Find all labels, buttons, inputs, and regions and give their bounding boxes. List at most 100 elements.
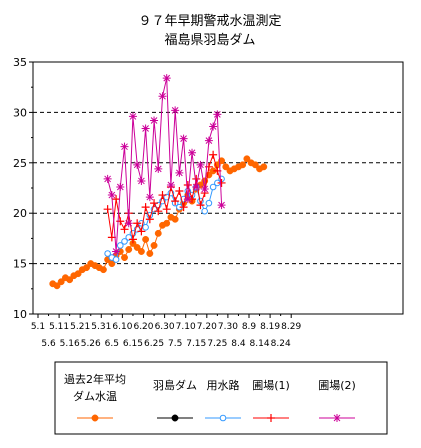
- x-tick-label: 8.4: [231, 339, 246, 349]
- x-tick-label: 5.1: [31, 322, 45, 332]
- x-tick-label: 5.11: [49, 322, 69, 332]
- x-tick-label: 7.30: [218, 322, 238, 332]
- data-point: [112, 195, 121, 204]
- data-point: [162, 205, 171, 214]
- data-point: [142, 224, 149, 231]
- data-point: [188, 148, 197, 157]
- data-point: [162, 74, 171, 83]
- series-line: [107, 77, 223, 252]
- legend-label: 圃場(1): [252, 379, 290, 392]
- data-point: [201, 207, 208, 215]
- data-point: [154, 164, 163, 173]
- data-point: [166, 180, 175, 189]
- plot-area: [32, 61, 404, 315]
- data-point: [213, 110, 222, 119]
- data-point: [103, 174, 112, 183]
- data-point: [209, 150, 218, 159]
- data-point: [239, 161, 247, 169]
- x-tick-label: 7.25: [207, 339, 227, 349]
- data-point: [179, 134, 188, 143]
- data-point: [128, 235, 137, 244]
- x-tick-label: 8.29: [281, 322, 301, 332]
- data-point: [146, 250, 154, 257]
- y-tick-label: 15: [13, 258, 27, 271]
- data-point: [179, 203, 188, 212]
- data-point: [99, 266, 107, 274]
- data-point: [74, 270, 82, 278]
- data-point: [204, 136, 213, 145]
- data-point: [158, 92, 167, 101]
- y-tick-label: 10: [13, 308, 27, 321]
- data-point: [83, 264, 90, 272]
- data-point: [205, 199, 213, 207]
- data-point: [107, 191, 116, 200]
- chart-subtitle: 福島県羽島ダム: [164, 33, 255, 48]
- data-point: [137, 248, 145, 255]
- data-point: [196, 201, 205, 210]
- data-point: [175, 168, 184, 177]
- data-point: [53, 282, 61, 290]
- x-tick-label: 6.5: [105, 339, 119, 349]
- data-point: [121, 238, 128, 245]
- data-point: [141, 203, 150, 212]
- data-point: [125, 234, 133, 241]
- data-point: [116, 242, 124, 249]
- data-point: [112, 256, 120, 263]
- x-tick-label: 7.15: [186, 339, 206, 349]
- x-tick-label: 6.25: [144, 339, 164, 349]
- data-point: [150, 242, 158, 249]
- data-point: [120, 225, 129, 234]
- y-axis: 10 15 20 25 30 35: [13, 56, 33, 321]
- data-point: [142, 235, 150, 243]
- data-point: [133, 219, 142, 228]
- legend-box: [54, 361, 388, 435]
- data-point: [171, 197, 180, 206]
- data-point: [154, 229, 162, 237]
- legend-label: 圃場(2): [318, 379, 356, 392]
- x-tick-label: 8.19: [260, 322, 280, 332]
- data-point: [121, 254, 128, 262]
- legend-marker: [333, 414, 341, 422]
- x-tick-label: 6.30: [155, 322, 175, 332]
- data-point: [163, 219, 171, 227]
- data-point: [104, 250, 111, 257]
- x-tick-label: 8.9: [242, 322, 257, 332]
- data-point: [116, 182, 125, 191]
- data-point: [192, 174, 201, 183]
- data-point: [163, 193, 171, 201]
- data-point: [171, 106, 180, 115]
- x-tick-label: 5.21: [70, 322, 90, 332]
- legend-label: 過去2年平均: [64, 372, 126, 386]
- data-point: [107, 233, 116, 242]
- x-tick-label: 6.20: [133, 322, 153, 332]
- x-tick-label: 5.31: [91, 322, 111, 332]
- data-point: [217, 201, 226, 210]
- data-point: [251, 161, 259, 169]
- x-tick-label: 5.26: [81, 339, 101, 349]
- x-tick-label: 6.10: [112, 322, 132, 332]
- data-point: [192, 182, 201, 191]
- data-point: [158, 191, 167, 200]
- legend-marker: [267, 414, 275, 422]
- data-point: [243, 155, 251, 163]
- legend-marker: [219, 414, 227, 422]
- data-point: [128, 112, 137, 121]
- data-point: [145, 215, 154, 224]
- data-point: [124, 219, 133, 228]
- data-point: [141, 124, 150, 133]
- data-point: [196, 160, 205, 169]
- data-point: [260, 163, 268, 171]
- data-point: [103, 205, 112, 214]
- data-point: [222, 163, 230, 171]
- y-tick-label: 25: [13, 157, 27, 170]
- x-tick-label: 7.20: [197, 322, 217, 332]
- data-point: [150, 199, 159, 208]
- legend-marker: [91, 414, 99, 422]
- data-point: [137, 176, 146, 185]
- x-tick-label: 8.24: [271, 339, 291, 349]
- x-tick-label: 8.14: [250, 339, 270, 349]
- data-point: [183, 180, 192, 189]
- x-tick-label: 5.16: [60, 339, 80, 349]
